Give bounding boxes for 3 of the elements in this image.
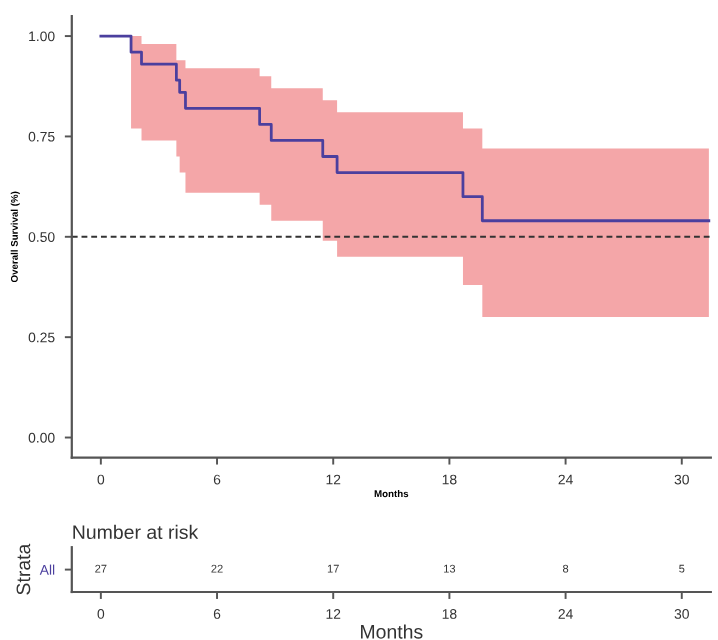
chart-title: Number at risk [73, 524, 199, 540]
x-axis-title: Months [361, 624, 423, 639]
y-axis-title: Strata [16, 543, 31, 595]
